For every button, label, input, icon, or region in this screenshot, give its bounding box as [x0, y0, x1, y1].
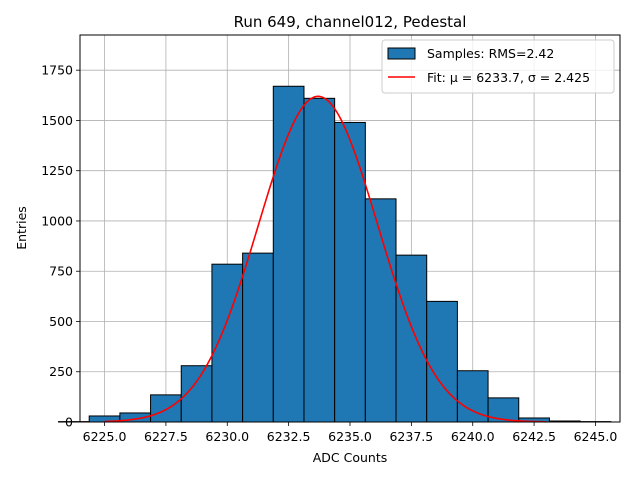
histogram-bar	[272, 85, 305, 423]
legend-histogram-swatch	[387, 47, 416, 60]
histogram-bar	[303, 97, 336, 423]
y-tick-label: 0	[65, 415, 73, 430]
x-tick-label: 6235.0	[328, 429, 372, 444]
y-tick-label: 1000	[41, 213, 73, 228]
chart-title: Run 649, channel012, Pedestal	[234, 13, 467, 31]
histogram-bars	[58, 85, 612, 423]
x-axis-label: ADC Counts	[313, 450, 388, 465]
histogram-bar	[334, 121, 366, 423]
fit-curve	[104, 95, 547, 423]
x-tick-label: 6237.5	[389, 429, 433, 444]
y-axis-label: Entries	[14, 206, 29, 250]
legend: Samples: RMS=2.42 Fit: μ = 6233.7, σ = 2…	[381, 39, 615, 94]
histogram-bar	[426, 300, 458, 423]
x-tick-label: 6240.0	[451, 429, 495, 444]
y-axis-ticks: 0 250 500 750 1000 1250 1500 1750	[41, 63, 80, 430]
x-tick-label: 6227.5	[144, 429, 188, 444]
x-tick-label: 6245.0	[574, 429, 618, 444]
y-tick-label: 500	[49, 314, 73, 329]
fit-curve-group	[104, 95, 547, 423]
y-tick-label: 1500	[41, 113, 73, 128]
x-tick-label: 6230.0	[205, 429, 249, 444]
x-axis-ticks: 6225.0 6227.5 6230.0 6232.5 6235.0 6237.5 6240…	[83, 422, 618, 444]
x-tick-label: 6232.5	[267, 429, 311, 444]
y-tick-label: 750	[49, 264, 73, 279]
y-tick-label: 1250	[41, 163, 73, 178]
legend-fit-label: Fit: μ = 6233.7, σ = 2.425	[427, 70, 590, 85]
y-tick-label: 250	[49, 364, 73, 379]
y-tick-label: 1750	[41, 63, 73, 78]
legend-frame	[381, 39, 615, 94]
histogram-bar	[150, 394, 182, 423]
legend-histogram-label: Samples: RMS=2.42	[427, 46, 554, 61]
x-tick-label: 6225.0	[83, 429, 127, 444]
histogram-bar	[242, 252, 274, 423]
x-tick-label: 6242.5	[512, 429, 556, 444]
histogram-bar	[395, 254, 428, 423]
